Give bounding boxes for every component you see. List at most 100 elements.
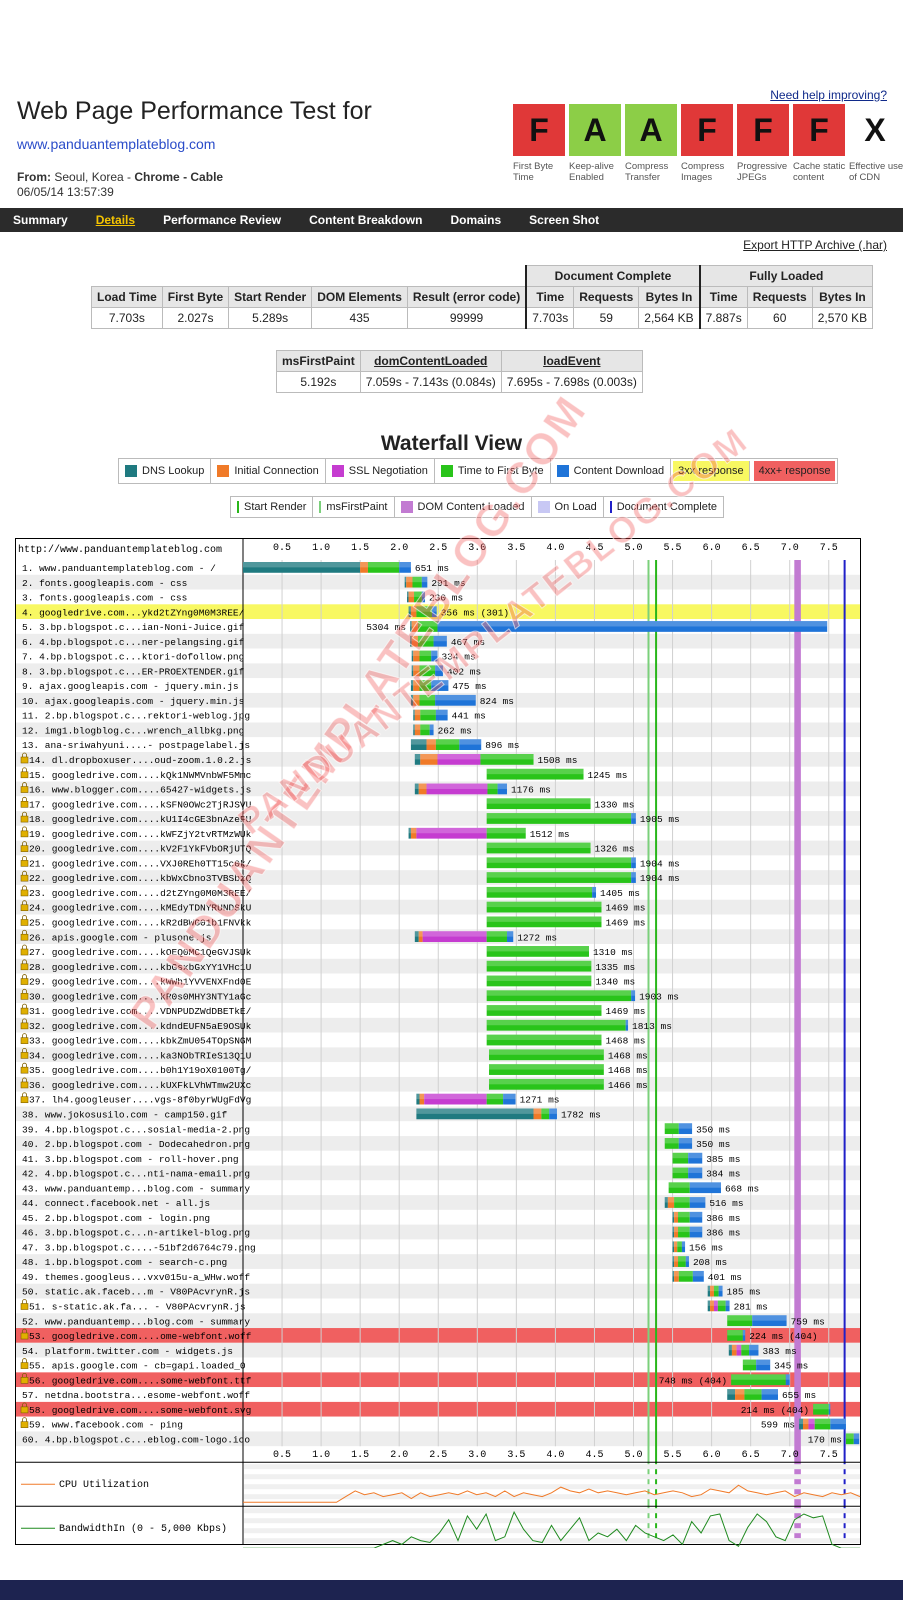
request-name[interactable]: 60. 4.bp.blogspot.c...eblog.com-logo.ico: [22, 1434, 250, 1445]
request-name[interactable]: 31. googledrive.com....VDNPUDZWdDBETkE/: [29, 1006, 252, 1017]
request-name[interactable]: 20. googledrive.com....kV2F1YkFVbORjUTQ: [29, 844, 252, 855]
request-name[interactable]: 54. platform.twitter.com - widgets.js: [22, 1346, 233, 1357]
request-name[interactable]: 51. s-static.ak.fa... - V80PAcvrynR.js: [29, 1302, 246, 1313]
request-name[interactable]: 11. 2.bp.blogspot.c...rektori-weblog.jpg: [22, 711, 250, 722]
request-name[interactable]: 18. googledrive.com....kU1I4cGE3bnAzeFU: [29, 814, 252, 825]
request-name[interactable]: 26. apis.google.com - plusone.js: [29, 932, 211, 943]
request-name[interactable]: 4. googledrive.com...ykd2tZYng0M0M3REE/: [22, 607, 245, 618]
tab-details[interactable]: Details: [95, 213, 136, 227]
request-name[interactable]: 58. googledrive.com....some-webfont.svg: [29, 1405, 251, 1416]
request-name[interactable]: 3. fonts.googleapis.com - css: [22, 593, 187, 604]
request-name[interactable]: 39. 4.bp.blogspot.c...sosial-media-2.png: [22, 1124, 250, 1135]
request-name[interactable]: 28. googledrive.com....kbGsxbGxYY1VHc1U: [29, 962, 252, 973]
bar-conn: [413, 694, 420, 706]
request-name[interactable]: 43. www.panduantemp...blog.com - summary: [22, 1183, 250, 1194]
grade-6[interactable]: X Effective use of CDN: [849, 104, 903, 183]
tab-content-breakdown[interactable]: Content Breakdown: [309, 213, 423, 227]
bar-shine: [486, 1093, 504, 1100]
request-name[interactable]: 27. googledrive.com....kOEQ0MC1QeGVJSUk: [29, 947, 252, 958]
request-name[interactable]: 6. 4.bp.blogspot.c...ner-pelangsing.gif: [22, 637, 245, 648]
bar-ttfb: [486, 768, 584, 780]
request-name[interactable]: 2. fonts.googleapis.com - css: [22, 578, 187, 589]
request-name[interactable]: 30. googledrive.com....kR0s0MHY3NTY1aGc: [29, 991, 252, 1002]
request-name[interactable]: 21. googledrive.com....VXJ0REh0TT15c0k/: [29, 858, 252, 869]
tab-summary[interactable]: Summary: [13, 213, 68, 227]
request-name[interactable]: 16. www.blogger.com....65427-widgets.js: [29, 785, 251, 796]
grade-2[interactable]: A Compress Transfer: [625, 104, 681, 183]
request-name[interactable]: 46. 3.bp.blogspot.c...n-artikel-blog.png: [22, 1228, 250, 1239]
request-name[interactable]: 8. 3.bp.blogspot.c...ER-PROEXTENDER.gif: [22, 666, 245, 677]
request-name[interactable]: 42. 4.bp.blogspot.c...nti-nama-email.png: [22, 1169, 250, 1180]
bar-shine: [486, 886, 593, 893]
bar-dns: [799, 1418, 803, 1430]
page-url-label: http://www.panduantemplateblog.com: [18, 544, 222, 556]
bar-dl: [853, 1433, 860, 1445]
bar-dl: [421, 591, 425, 603]
tab-performance-review[interactable]: Performance Review: [163, 213, 282, 227]
request-name[interactable]: 45. 2.bp.blogspot.com - login.png: [22, 1213, 210, 1224]
bar-shine: [419, 665, 436, 671]
request-name[interactable]: 37. lh4.googleuser....vgs-8f0byrWUgFdVg: [29, 1095, 251, 1106]
request-name[interactable]: 33. googledrive.com....kbkZmU054TOpSNGM: [29, 1036, 252, 1047]
request-name[interactable]: 32. googledrive.com....kdndEUFN5aE9OSUk: [29, 1021, 252, 1032]
lock-shackle-icon: [22, 974, 27, 979]
timing-col-header[interactable]: domContentLoaded: [359, 350, 502, 372]
tested-url-link[interactable]: www.panduantemplateblog.com: [17, 136, 216, 152]
request-name[interactable]: 23. googledrive.com....d2tZYng0M0M3REE/: [29, 888, 252, 899]
bar-ttfb: [420, 709, 436, 721]
grade-3[interactable]: F Compress Images: [681, 104, 737, 183]
help-improving-link[interactable]: Need help improving?: [770, 88, 887, 102]
request-name[interactable]: 52. www.panduantemp...blog.com - summary: [22, 1316, 250, 1327]
request-name[interactable]: 1. www.panduantemplateblog.com - /: [22, 563, 216, 574]
request-name[interactable]: 15. googledrive.com....kQk1NWMVnbWF5Mmc: [29, 770, 252, 781]
request-name[interactable]: 48. 1.bp.blogspot.com - search-c.png: [22, 1257, 227, 1268]
request-name[interactable]: 55. apis.google.com - cb=gapi.loaded_0: [29, 1361, 246, 1372]
bar-conn: [414, 709, 421, 721]
request-duration: 1469 ms: [605, 917, 645, 928]
grade-1[interactable]: A Keep-alive Enabled: [569, 104, 625, 183]
request-name[interactable]: 24. googledrive.com....kMEdyTDNYRUNDSkU: [29, 903, 252, 914]
tab-domains[interactable]: Domains: [450, 213, 502, 227]
bar-conn: [731, 1344, 737, 1356]
request-name[interactable]: 14. dl.dropboxuser....oud-zoom.1.0.2.js: [29, 755, 251, 766]
bar-shine: [416, 1093, 420, 1100]
request-name[interactable]: 10. ajax.googleapis.com - jquery.min.js: [22, 696, 244, 707]
request-name[interactable]: 57. netdna.bootstra...esome-webfont.woff: [22, 1390, 250, 1401]
bar-shine: [672, 1152, 689, 1159]
request-name[interactable]: 56. googledrive.com....some-webfont.ttf: [29, 1375, 252, 1386]
marker-legend-item: On Load: [532, 497, 604, 517]
request-name[interactable]: 9. ajax.googleapis.com - jquery.min.js: [22, 681, 239, 692]
request-name[interactable]: 25. googledrive.com....kR2dBWG01b1FNVkk: [29, 917, 252, 928]
request-name[interactable]: 12. img1.blogblog.c...wrench_allbkg.png: [22, 725, 244, 736]
request-name[interactable]: 19. googledrive.com....kWFZjY2tvRTMzWUk: [29, 829, 252, 840]
request-name[interactable]: 50. static.ak.faceb...m - V80PAcvrynR.js: [22, 1287, 250, 1298]
grade-0[interactable]: F First Byte Time: [513, 104, 569, 183]
request-name[interactable]: 41. 3.bp.blogspot.com - roll-hover.png: [22, 1154, 239, 1165]
request-name[interactable]: 13. ana-sriwahyuni....- postpagelabel.js: [22, 740, 250, 751]
bar-shine: [672, 1256, 675, 1262]
request-name[interactable]: 35. googledrive.com....b0h1Y19oX0100Tg/: [29, 1065, 252, 1076]
bar-shine: [416, 827, 487, 834]
grade-5[interactable]: F Cache static content: [793, 104, 849, 183]
request-name[interactable]: 40. 2.bp.blogspot.com - Dodecahedron.png: [22, 1139, 250, 1150]
timing-col-header[interactable]: loadEvent: [500, 350, 643, 372]
request-name[interactable]: 49. themes.googleus...vxv015u-a_WHw.woff: [22, 1272, 250, 1283]
tab-screen-shot[interactable]: Screen Shot: [529, 213, 600, 227]
request-name[interactable]: 34. googledrive.com....ka3NObTRIeS13Q1U: [29, 1050, 252, 1061]
request-name[interactable]: 36. googledrive.com....kUXFkLVhWTmw2UXc: [29, 1080, 252, 1091]
request-name[interactable]: 53. googledrive.com....ome-webfont.woff: [29, 1331, 252, 1342]
bar-shine: [749, 1344, 759, 1351]
request-name[interactable]: 29. googledrive.com....kWWh1YVVENXFnd0E: [29, 977, 252, 988]
request-name[interactable]: 5. 3.bp.blogspot.c...ian-Noni-Juice.gif: [22, 622, 245, 633]
request-name[interactable]: 44. connect.facebook.net - all.js: [22, 1198, 210, 1209]
grade-letter: X: [849, 104, 901, 156]
export-har-link[interactable]: Export HTTP Archive (.har): [743, 238, 887, 252]
request-name[interactable]: 47. 3.bp.blogspot.c....-51bf2d6764c79.pn…: [22, 1242, 256, 1253]
request-name[interactable]: 38. www.jokosusilo.com - camp150.gif: [22, 1109, 228, 1120]
request-name[interactable]: 17. googledrive.com....kSFN0OWc2TjRJSVU: [29, 799, 252, 810]
bar-shine: [707, 1300, 711, 1306]
request-name[interactable]: 7. 4.bp.blogspot.c...ktori-dofollow.png: [22, 652, 244, 663]
request-name[interactable]: 22. googledrive.com....kbWxCbno3TVBSbzQ: [29, 873, 252, 884]
request-name[interactable]: 59. www.facebook.com - ping: [29, 1420, 183, 1431]
grade-4[interactable]: F Progressive JPEGs: [737, 104, 793, 183]
